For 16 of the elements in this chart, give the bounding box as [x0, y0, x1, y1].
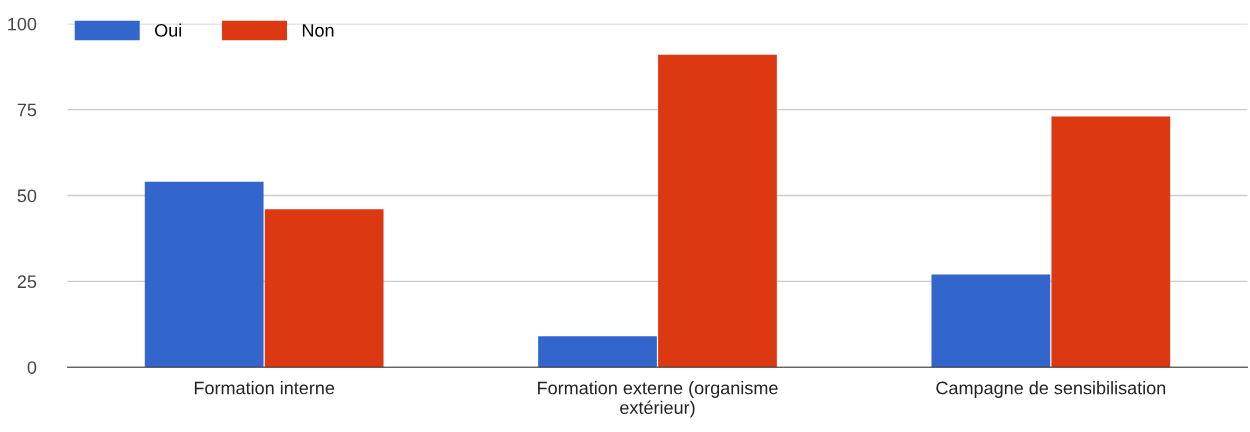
legend-label: Oui: [155, 23, 182, 37]
bar: [538, 336, 657, 368]
bar: [658, 54, 777, 368]
x-tick-label: Formation interne: [194, 381, 335, 395]
bar: [144, 181, 264, 368]
legend-label: Non: [302, 24, 334, 37]
bar: [931, 274, 1051, 368]
y-tick-label: 100: [8, 17, 37, 31]
y-tick-label: 0: [27, 361, 37, 374]
bar: [264, 209, 384, 368]
y-tick-label: 75: [17, 103, 37, 117]
y-tick-label: 50: [17, 189, 37, 203]
y-tick-label: 25: [17, 275, 37, 289]
bar: [1051, 116, 1171, 368]
x-tick-label: Formation externe (organisme extérieur): [538, 381, 778, 418]
x-tick-label: Campagne de sensibilisation: [936, 381, 1166, 398]
